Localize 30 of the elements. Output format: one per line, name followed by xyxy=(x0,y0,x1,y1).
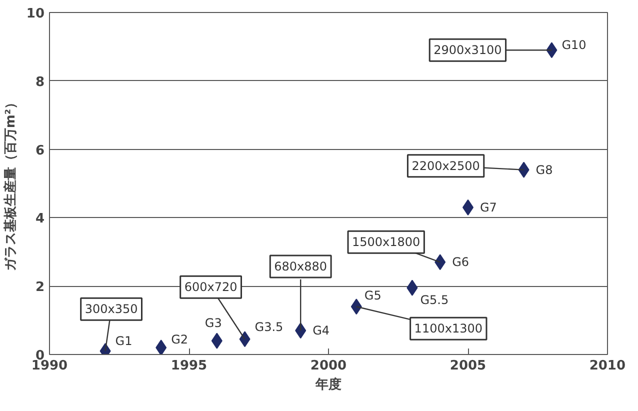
annotation: G7 xyxy=(480,200,497,214)
annotation: G8 xyxy=(536,162,553,177)
x-axis-title: 年度 xyxy=(314,376,342,392)
y-tick-label: 10 xyxy=(26,6,45,22)
x-tick-label: 2010 xyxy=(589,358,626,374)
annotation: G3.5 xyxy=(254,320,284,334)
y-tick-label: 2 xyxy=(35,280,44,296)
annotation: G5 xyxy=(364,288,382,303)
point xyxy=(156,340,167,354)
x-tick-label: 2000 xyxy=(310,358,347,374)
annotation: G1 xyxy=(115,334,132,348)
annotation: G4 xyxy=(312,324,330,338)
annotation: G5.5 xyxy=(420,292,449,307)
y-axis-title: ガラス基板生産量（百万m²） xyxy=(2,96,18,272)
annotation: 2900x3100 xyxy=(434,43,502,58)
annotation: G10 xyxy=(562,38,586,52)
annotation: G3 xyxy=(204,316,222,330)
annotation: 2200x2500 xyxy=(412,158,480,173)
annotation: 1100x1300 xyxy=(414,322,482,336)
x-tick-label: 2005 xyxy=(450,358,486,374)
annotation: 600x720 xyxy=(184,280,238,294)
x-tick-label: 1995 xyxy=(170,358,208,374)
y-tick-label: 4 xyxy=(35,212,44,227)
y-tick-label: 6 xyxy=(35,143,44,158)
annotation: 1500x1800 xyxy=(352,235,420,250)
annotation: 680x880 xyxy=(274,260,328,274)
annotation: 300x350 xyxy=(84,302,138,316)
annotation: G2 xyxy=(171,332,188,347)
annotation: G6 xyxy=(452,255,470,270)
y-tick-label: 8 xyxy=(35,74,44,90)
